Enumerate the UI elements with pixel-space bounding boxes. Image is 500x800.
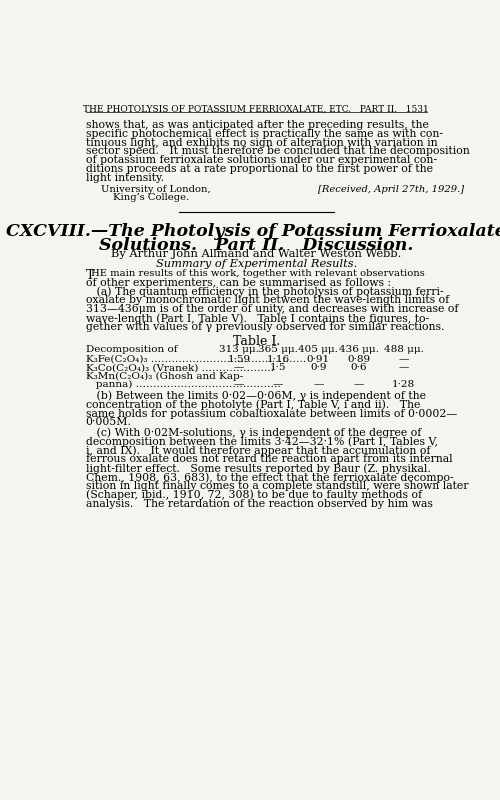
Text: King’s College.: King’s College. [113,194,189,202]
Text: K₃Mn(C₂O₄)₃ (Ghosh and Kap-: K₃Mn(C₂O₄)₃ (Ghosh and Kap- [86,372,243,381]
Text: analysis.   The retardation of the reaction observed by him was: analysis. The retardation of the reactio… [86,498,433,509]
Text: (b) Between the limits 0·02—0·06M, γ is independent of the: (b) Between the limits 0·02—0·06M, γ is … [86,391,426,402]
Text: 313—436μm is of the order of unity, and decreases with increase of: 313—436μm is of the order of unity, and … [86,304,458,314]
Text: Chem., 1908, 63, 683), to the effect that the ferrioxalate decompo-: Chem., 1908, 63, 683), to the effect tha… [86,472,454,482]
Text: specific photochemical effect is practically the same as with con-: specific photochemical effect is practic… [86,129,443,138]
Text: ferrous oxalate does not retard the reaction apart from its internal: ferrous oxalate does not retard the reac… [86,454,453,465]
Text: sition in light finally comes to a complete standstill, were shown later: sition in light finally comes to a compl… [86,481,468,491]
Text: light intensity.: light intensity. [86,173,164,183]
Text: oxalate by monochromatic light between the wave-length limits of: oxalate by monochromatic light between t… [86,295,449,306]
Text: 1·28: 1·28 [392,380,415,389]
Text: decomposition between the limits 3·42—32·1% (Part I, Tables V,: decomposition between the limits 3·42—32… [86,437,438,447]
Text: —: — [398,363,408,372]
Text: By Arthur John Allmand and Walter Weston Webb.: By Arthur John Allmand and Walter Weston… [111,249,402,259]
Text: 0·9: 0·9 [310,363,326,372]
Text: wave-length (Part I, Table V).   Table I contains the figures, to-: wave-length (Part I, Table V). Table I c… [86,313,429,324]
Text: —: — [398,354,408,364]
Text: concentration of the photolyte (Part I, Table V, i and ii).   The: concentration of the photolyte (Part I, … [86,400,420,410]
Text: Summary of Experimental Results.: Summary of Experimental Results. [156,259,357,269]
Text: —: — [313,380,324,389]
Text: CXCVIII.—The Photolysis of Potassium Ferrioxalate: CXCVIII.—The Photolysis of Potassium Fer… [6,222,500,240]
Text: 0·005M.: 0·005M. [86,418,132,427]
Text: shows that, as was anticipated after the preceding results, the: shows that, as was anticipated after the… [86,120,428,130]
Text: Table I.: Table I. [232,334,280,348]
Text: 436 μμ.: 436 μμ. [338,346,378,354]
Text: —: — [354,380,364,389]
Text: ditions proceeds at a rate proportional to the first power of the: ditions proceeds at a rate proportional … [86,164,433,174]
Text: 1·5: 1·5 [270,363,286,372]
Text: K₃Fe(C₂O₄)₃ ………………………………………: K₃Fe(C₂O₄)₃ ……………………………………… [86,354,306,364]
Text: 488 μμ.: 488 μμ. [384,346,424,354]
Text: same holds for potassium cobaltioxalate between limits of 0·0002—: same holds for potassium cobaltioxalate … [86,409,457,418]
Text: Decomposition of: Decomposition of [86,346,177,354]
Text: (Schaper, ibid., 1910, 72, 308) to be due to faulty methods of: (Schaper, ibid., 1910, 72, 308) to be du… [86,490,422,501]
Text: panna) ……………………………………: panna) …………………………………… [86,380,280,390]
Text: 0·91: 0·91 [306,354,330,364]
Text: sector speed.   It must therefore be concluded that the decomposition: sector speed. It must therefore be concl… [86,146,469,157]
Text: 313 μμ.: 313 μμ. [220,346,259,354]
Text: —: — [234,363,244,372]
Text: K₃Co(C₂O₄)₃ (Vranek) …………………: K₃Co(C₂O₄)₃ (Vranek) ………………… [86,363,274,372]
Text: —: — [273,380,283,389]
Text: —: — [234,380,244,389]
Text: of potassium ferrioxalate solutions under our experimental con-: of potassium ferrioxalate solutions unde… [86,155,437,166]
Text: (a) The quantum efficiency in the photolysis of potassium ferri-: (a) The quantum efficiency in the photol… [86,286,444,297]
Text: THE PHOTOLYSIS OF POTASSIUM FERRIOXALATE, ETC.   PART II.   1531: THE PHOTOLYSIS OF POTASSIUM FERRIOXALATE… [84,105,429,114]
Text: tinuous light, and exhibits no sign of alteration with variation in: tinuous light, and exhibits no sign of a… [86,138,438,147]
Text: 1·16: 1·16 [266,354,289,364]
Text: gether with values of γ previously observed for similar reactions.: gether with values of γ previously obser… [86,322,444,332]
Text: HE main results of this work, together with relevant observations: HE main results of this work, together w… [91,269,425,278]
Text: 405 μμ.: 405 μμ. [298,346,338,354]
Text: Solutions.   Part II.   Discussion.: Solutions. Part II. Discussion. [99,237,414,254]
Text: 0·6: 0·6 [350,363,367,372]
Text: University of London,: University of London, [101,185,211,194]
Text: (c) With 0·02M-solutions, γ is independent of the degree of: (c) With 0·02M-solutions, γ is independe… [86,428,421,438]
Text: 1·59: 1·59 [228,354,251,364]
Text: i, and IX).   It would therefore appear that the accumulation of: i, and IX). It would therefore appear th… [86,446,430,456]
Text: 365 μμ.: 365 μμ. [258,346,298,354]
Text: light-filter effect.   Some results reported by Baur (Z. physikal.: light-filter effect. Some results report… [86,463,430,474]
Text: of other experimenters, can be summarised as follows :: of other experimenters, can be summarise… [86,278,391,288]
Text: 0·89: 0·89 [347,354,370,364]
Text: T: T [86,269,94,282]
Text: [Received, April 27th, 1929.]: [Received, April 27th, 1929.] [318,185,464,194]
